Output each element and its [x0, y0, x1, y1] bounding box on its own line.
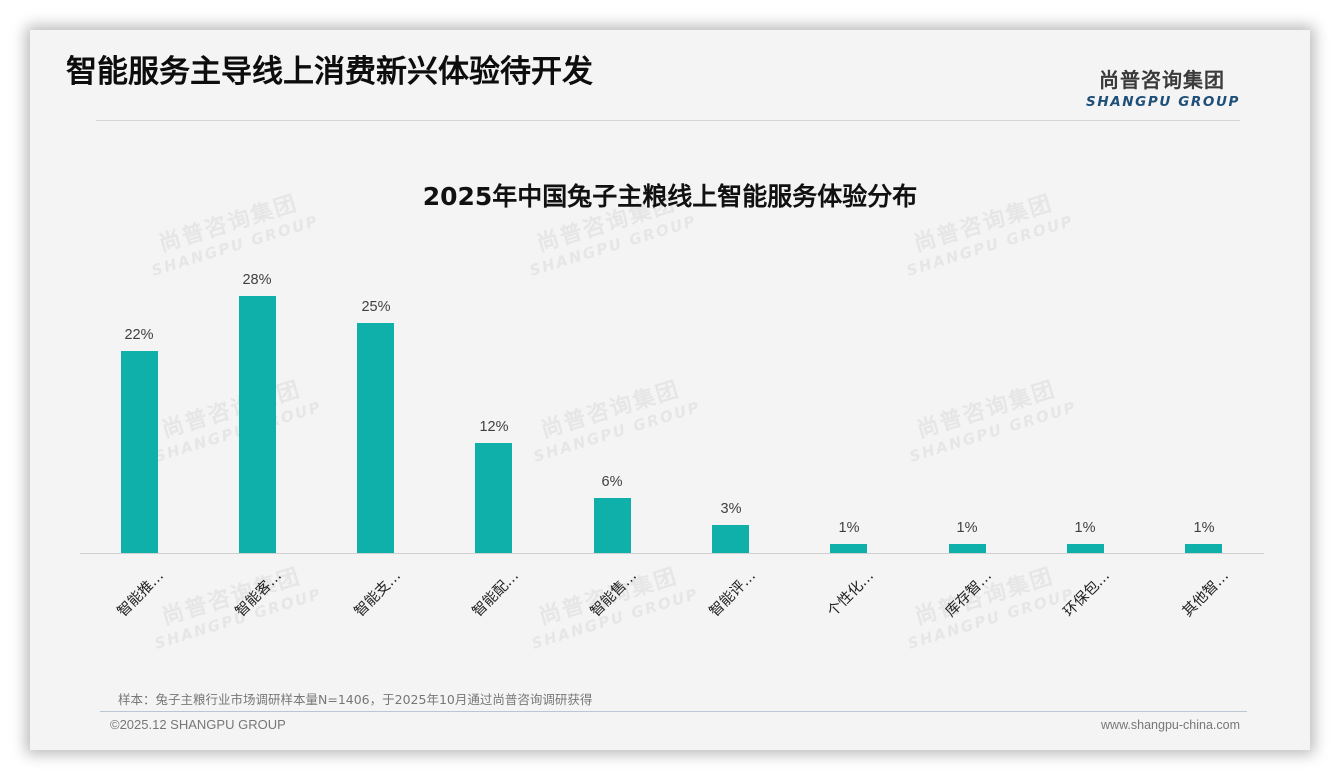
bar[interactable]	[121, 351, 158, 553]
x-axis-category-label: 其他智…	[1179, 567, 1233, 621]
bar-value-label: 1%	[956, 520, 978, 536]
chart-title: 2025年中国兔子主粮线上智能服务体验分布	[422, 182, 918, 211]
bar[interactable]	[475, 443, 512, 553]
x-axis-category-label: 智能支…	[351, 567, 405, 621]
bar[interactable]	[357, 323, 394, 553]
bar[interactable]	[949, 544, 986, 553]
logo-text-cn: 尚普咨询集团	[1099, 68, 1225, 92]
logo-text-en: SHANGPU GROUP	[1086, 94, 1241, 110]
x-axis-category-label: 个性化…	[824, 567, 878, 621]
bar[interactable]	[1067, 544, 1104, 553]
title-divider	[96, 120, 1240, 121]
x-axis-category-label: 智能客…	[232, 567, 286, 621]
bar-value-label: 28%	[242, 272, 272, 288]
x-axis-category-label: 智能评…	[706, 567, 760, 621]
bar[interactable]	[239, 296, 276, 553]
copyright-text: ©2025.12 SHANGPU GROUP	[110, 717, 286, 732]
bar-value-label: 22%	[124, 327, 154, 343]
x-axis-line	[80, 553, 1264, 554]
bar[interactable]	[1185, 544, 1222, 553]
x-axis-category-label: 智能配…	[469, 567, 523, 621]
bar-value-label: 25%	[361, 299, 391, 315]
bar[interactable]	[830, 544, 867, 553]
x-axis-category-label: 智能售…	[587, 567, 641, 621]
page-title: 智能服务主导线上消费新兴体验待开发	[66, 54, 593, 90]
x-axis-category-label: 智能推…	[114, 567, 168, 621]
source-note: 样本：兔子主粮行业市场调研样本量N=1406，于2025年10月通过尚普咨询调研…	[118, 692, 593, 707]
bar-value-label: 1%	[1193, 520, 1215, 536]
x-axis-category-label: 库存智…	[942, 567, 996, 621]
brand-logo: 尚普咨询集团 SHANGPU GROUP	[1086, 64, 1238, 110]
bar-value-label: 6%	[601, 474, 623, 490]
bar[interactable]	[712, 525, 749, 553]
footer-divider	[100, 711, 1247, 712]
bar-value-label: 1%	[838, 520, 860, 536]
bar-value-label: 3%	[720, 501, 742, 517]
website-link[interactable]: www.shangpu-china.com	[1101, 718, 1240, 732]
bar[interactable]	[594, 498, 631, 553]
bar-value-label: 1%	[1074, 520, 1096, 536]
bar-value-label: 12%	[479, 419, 509, 435]
x-axis-category-label: 环保包…	[1060, 567, 1114, 621]
